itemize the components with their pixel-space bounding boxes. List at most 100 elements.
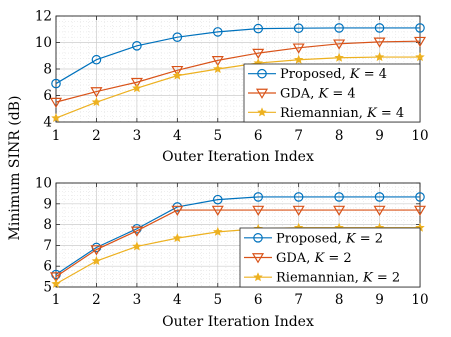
data-point (211, 56, 224, 67)
x-tick-label: 2 (92, 292, 101, 308)
legend-entry-label: GDA, K = 4 (280, 87, 356, 102)
y-tick-label: 12 (35, 9, 52, 25)
data-point (132, 41, 142, 51)
data-point (292, 43, 305, 54)
y-axis-label: Minimum SINR (dB) (7, 96, 23, 241)
x-tick-label: 1 (52, 128, 61, 144)
x-axis-label: Outer Iteration Index (162, 149, 314, 165)
x-axis-label: Outer Iteration Index (162, 314, 314, 330)
data-point (213, 64, 223, 74)
x-tick-label: 2 (92, 128, 101, 144)
x-tick-label: 4 (173, 292, 182, 308)
y-tick-label: 7 (43, 238, 52, 254)
x-tick-label: 7 (294, 292, 303, 308)
data-point (334, 192, 344, 202)
legend-marker (255, 88, 269, 99)
x-tick-label: 7 (294, 128, 303, 144)
x-tick-label: 8 (335, 128, 344, 144)
data-point (413, 205, 427, 216)
data-point (130, 77, 143, 89)
data-point (90, 245, 103, 256)
legend-marker (257, 68, 267, 79)
data-point (91, 256, 102, 266)
data-point (415, 52, 425, 62)
legend-entry-label: Proposed, K = 2 (276, 231, 383, 246)
data-point (373, 37, 386, 48)
data-point (132, 241, 142, 251)
data-point (374, 52, 385, 62)
data-point (293, 192, 304, 202)
y-tick-label: 4 (43, 115, 52, 131)
x-tick-label: 6 (254, 292, 263, 308)
data-point (172, 233, 183, 243)
y-tick-label: 6 (43, 88, 52, 104)
data-point (51, 278, 61, 288)
legend-marker (251, 253, 265, 264)
legend: Proposed, K = 4 GDA, K = 4 Riemannian, K =… (243, 63, 421, 123)
series-line (55, 56, 420, 119)
x-tick-label: 4 (173, 128, 182, 144)
legend-marker (253, 272, 263, 282)
legend-entry-label: Riemannian, K = 2 (276, 271, 400, 286)
data-point (171, 65, 184, 77)
data-point (130, 226, 143, 237)
legend-marker (257, 107, 267, 117)
data-point (373, 205, 386, 216)
data-point (334, 52, 344, 62)
data-point (132, 83, 142, 93)
series-line (55, 196, 420, 276)
legend-marker (253, 233, 263, 243)
data-point (172, 70, 183, 80)
data-point (213, 226, 223, 236)
y-tick-label: 5 (43, 280, 52, 296)
data-point (252, 48, 265, 60)
series-line (55, 209, 420, 278)
y-tick-label: 10 (35, 176, 52, 192)
data-point (292, 205, 305, 216)
data-point (415, 23, 425, 33)
series-line (55, 40, 421, 103)
data-point (212, 27, 223, 37)
x-tick-label: 3 (133, 128, 142, 144)
series-line (55, 27, 420, 85)
data-point (415, 192, 425, 202)
x-tick-label: 6 (254, 128, 263, 144)
x-tick-label: 10 (411, 128, 428, 144)
data-point (333, 205, 346, 216)
x-tick-label: 3 (133, 292, 142, 308)
x-tick-label: 1 (52, 292, 61, 308)
data-point (293, 54, 304, 64)
x-tick-label: 8 (335, 292, 344, 308)
chart-panel-2: 1 2 3 4 5 6 7 8 9 10 5 6 7 8 9 10 Outer Iteration Index P… (35, 176, 429, 331)
legend-entry-label: Riemannian, K = 4 (280, 106, 404, 121)
data-point (334, 23, 344, 33)
data-point (374, 192, 385, 202)
data-point (49, 97, 63, 109)
y-tick-label: 8 (43, 62, 52, 78)
y-tick-label: 8 (43, 217, 52, 233)
data-point (253, 192, 264, 202)
x-tick-label: 9 (375, 292, 384, 308)
data-point (212, 194, 223, 205)
x-tick-label: 5 (213, 292, 222, 308)
legend-entry-label: GDA, K = 2 (276, 251, 352, 266)
data-point (413, 36, 427, 48)
data-point (91, 97, 102, 107)
data-point (49, 272, 63, 283)
x-tick-label: 9 (375, 128, 384, 144)
legend: Proposed, K = 2 GDA, K = 2 Riemannian, K =… (239, 227, 421, 288)
data-point (51, 78, 61, 89)
x-tick-label: 5 (213, 128, 222, 144)
data-point (253, 23, 264, 34)
data-point (374, 23, 385, 33)
data-point (211, 205, 224, 216)
y-tick-label: 9 (43, 196, 52, 212)
data-point (252, 205, 265, 216)
data-point (333, 39, 346, 50)
x-tick-label: 10 (411, 292, 428, 308)
data-point (51, 113, 61, 123)
y-tick-label: 6 (43, 259, 52, 275)
data-point (90, 87, 103, 98)
